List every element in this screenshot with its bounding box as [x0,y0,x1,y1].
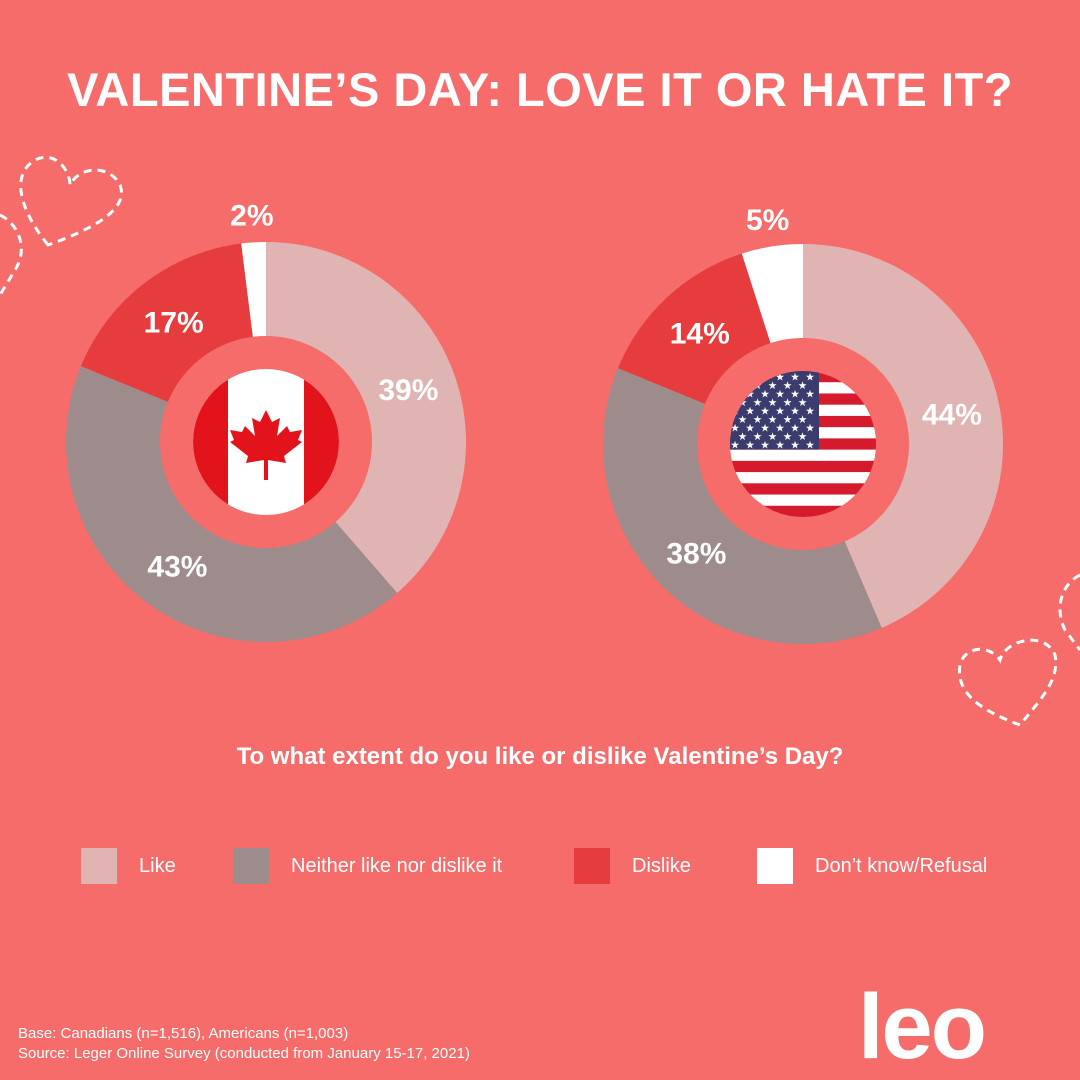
svg-text:★: ★ [746,389,755,399]
data-label: 43% [147,551,207,584]
svg-text:★: ★ [791,440,800,450]
svg-text:★: ★ [791,372,800,382]
svg-text:★: ★ [791,406,800,416]
source-note: Source: Leger Online Survey (conducted f… [18,1045,470,1062]
footer: Base: Canadians (n=1,516), Americans (n=… [18,1024,470,1064]
svg-text:★: ★ [806,389,815,399]
svg-text:★: ★ [768,381,777,391]
legend-swatch [757,848,793,884]
svg-text:★: ★ [746,440,755,450]
svg-text:★: ★ [798,381,807,391]
svg-text:★: ★ [746,406,755,416]
svg-text:★: ★ [776,406,785,416]
legend-label: Don’t know/Refusal [815,854,988,877]
svg-text:★: ★ [761,389,770,399]
svg-text:★: ★ [761,440,770,450]
data-label: 44% [922,398,982,431]
page-title: VALENTINE’S DAY: LOVE IT OR HATE IT? [67,63,1013,116]
svg-text:★: ★ [798,432,807,442]
heart-icon [1058,573,1080,651]
data-label: 38% [666,537,726,570]
legend-swatch [233,848,269,884]
svg-text:★: ★ [731,423,740,433]
legend-label: Dislike [632,854,691,877]
legend-like: Like [81,848,176,884]
svg-text:★: ★ [753,415,762,425]
base-note: Base: Canadians (n=1,516), Americans (n=… [18,1025,349,1042]
canada-flag-icon [193,369,339,515]
svg-text:★: ★ [738,398,747,408]
svg-text:★: ★ [761,406,770,416]
svg-text:★: ★ [731,440,740,450]
survey-question: To what extent do you like or dislike Va… [236,743,844,770]
svg-text:★: ★ [783,381,792,391]
svg-text:★: ★ [768,432,777,442]
svg-text:★: ★ [738,415,747,425]
heart-icon [0,213,23,296]
heart-icon [957,638,1058,727]
svg-text:★: ★ [746,423,755,433]
legend-dislike: Dislike [574,848,691,884]
svg-text:★: ★ [776,423,785,433]
legend-label: Like [139,854,176,877]
svg-text:★: ★ [783,432,792,442]
data-label: 5% [746,204,789,237]
svg-text:★: ★ [776,440,785,450]
svg-text:★: ★ [753,398,762,408]
svg-text:★: ★ [798,398,807,408]
svg-text:★: ★ [753,432,762,442]
legend-swatch [574,848,610,884]
data-label: 2% [230,199,273,232]
data-label: 17% [144,306,204,339]
svg-text:★: ★ [791,389,800,399]
svg-text:★: ★ [806,406,815,416]
donut-charts: 39%43%17%2%44%38%14%5%★ ★ ★★ ★ ★★ ★ ★ ★ ★★ ★ ★ ★★ ★ ★… [65,199,1003,644]
svg-text:★: ★ [806,372,815,382]
svg-text:★: ★ [776,389,785,399]
svg-text:★: ★ [783,415,792,425]
svg-text:★: ★ [776,372,785,382]
svg-text:★: ★ [798,415,807,425]
svg-text:★: ★ [761,423,770,433]
data-label: 14% [670,317,730,350]
legend-label: Neither like nor dislike it [291,854,503,877]
svg-text:★: ★ [738,432,747,442]
svg-text:★: ★ [806,440,815,450]
svg-text:★: ★ [791,423,800,433]
svg-text:★: ★ [783,398,792,408]
svg-text:★: ★ [768,415,777,425]
heart-icon [19,156,124,247]
svg-text:★: ★ [768,398,777,408]
leo-logo: leo [858,976,987,1078]
legend-neither: Neither like nor dislike it [233,848,502,884]
data-label: 39% [378,374,438,407]
svg-text:★: ★ [806,423,815,433]
legend-swatch [81,848,117,884]
legend-dont-know: Don’t know/Refusal [757,848,987,884]
